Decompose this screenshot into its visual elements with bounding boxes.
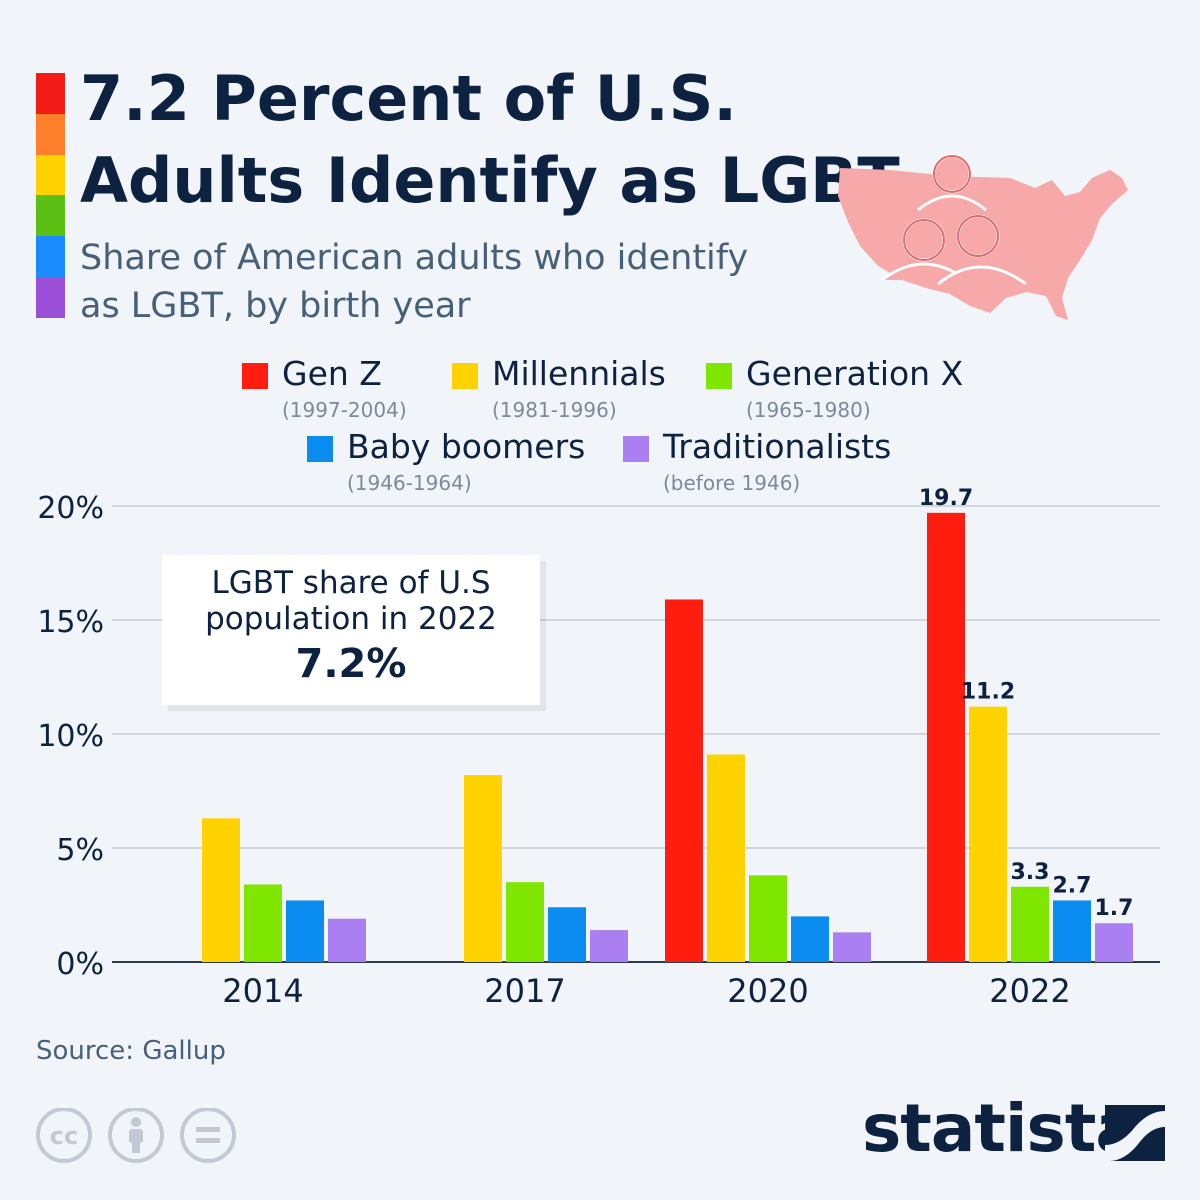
legend-swatch — [242, 363, 268, 389]
bar — [464, 775, 502, 962]
rainbow-stripe — [36, 113, 65, 155]
bar — [1011, 886, 1049, 962]
bar — [202, 818, 240, 962]
bar — [791, 916, 829, 962]
legend-label: Generation X — [746, 354, 964, 393]
chart-subtitle: Share of American adults who identify as… — [80, 238, 749, 326]
data-label: 19.7 — [919, 486, 973, 511]
rainbow-stripe — [36, 154, 65, 196]
y-tick-label: 10% — [37, 719, 104, 754]
rainbow-stripe — [36, 277, 65, 318]
bar — [1095, 923, 1133, 962]
rainbow-stripe — [36, 73, 65, 114]
x-tick-label: 2022 — [989, 972, 1070, 1010]
rainbow-stripe — [36, 236, 65, 278]
legend-label: Gen Z — [282, 354, 382, 393]
x-tick-label: 2014 — [222, 972, 303, 1010]
rainbow-stripe — [36, 195, 65, 237]
bar — [1053, 900, 1091, 962]
data-label: 1.7 — [1095, 896, 1134, 921]
bar — [707, 754, 745, 962]
chart-title: 7.2 Percent of U.S. Adults Identify as L… — [80, 62, 900, 217]
bar — [665, 599, 703, 962]
brand-logo-icon — [1105, 1105, 1165, 1161]
data-label: 11.2 — [961, 680, 1015, 705]
bar — [328, 918, 366, 962]
legend-swatch — [452, 363, 478, 389]
legend-label: Traditionalists — [663, 427, 892, 466]
svg-text:cc: cc — [50, 1122, 78, 1150]
bar-chart: 0% 5% 10% 15% 20% 2014 2017 2020 19.7 11.2 3.32.71… — [37, 486, 1160, 1010]
legend-label: Baby boomers — [347, 427, 586, 466]
legend-years: (1965-1980) — [746, 398, 871, 422]
source-note: Source: Gallup — [36, 1036, 226, 1066]
bar — [548, 907, 586, 962]
legend-swatch — [307, 436, 333, 462]
legend-label: Millennials — [492, 354, 666, 393]
legend-swatch — [706, 363, 732, 389]
y-tick-label: 15% — [37, 605, 104, 640]
callout-box: LGBT share of U.S population in 2022 7.2… — [162, 555, 540, 705]
data-label: 3.3 — [1011, 860, 1050, 885]
license-icons: cc — [36, 1108, 236, 1163]
bar — [749, 875, 787, 962]
x-tick-label: 2017 — [484, 972, 565, 1010]
y-tick-label: 0% — [56, 947, 104, 982]
data-label: 2.7 — [1053, 873, 1092, 898]
rainbow-accent-bar — [36, 73, 65, 318]
bar — [590, 930, 628, 962]
x-tick-label: 2020 — [727, 972, 808, 1010]
bar — [244, 884, 282, 962]
legend-swatch — [623, 436, 649, 462]
no-derivatives-icon — [180, 1108, 236, 1163]
us-map-people-illustration — [838, 154, 1128, 320]
legend-years: (before 1946) — [663, 471, 801, 495]
legend-years: (1981-1996) — [492, 398, 617, 422]
legend-years: (1997-2004) — [282, 398, 407, 422]
callout-text: LGBT share of U.S population in 2022 — [205, 565, 497, 637]
bar — [927, 512, 965, 962]
bar — [286, 900, 324, 962]
y-tick-label: 20% — [37, 491, 104, 526]
bar — [969, 706, 1007, 962]
bar — [833, 932, 871, 962]
y-tick-label: 5% — [56, 833, 104, 868]
brand-logo-text: statista — [862, 1090, 1140, 1167]
callout-value: 7.2% — [295, 641, 407, 687]
legend-years: (1946-1964) — [347, 471, 472, 495]
attribution-icon — [108, 1108, 164, 1163]
cc-icon: cc — [36, 1108, 92, 1163]
bar — [506, 882, 544, 962]
